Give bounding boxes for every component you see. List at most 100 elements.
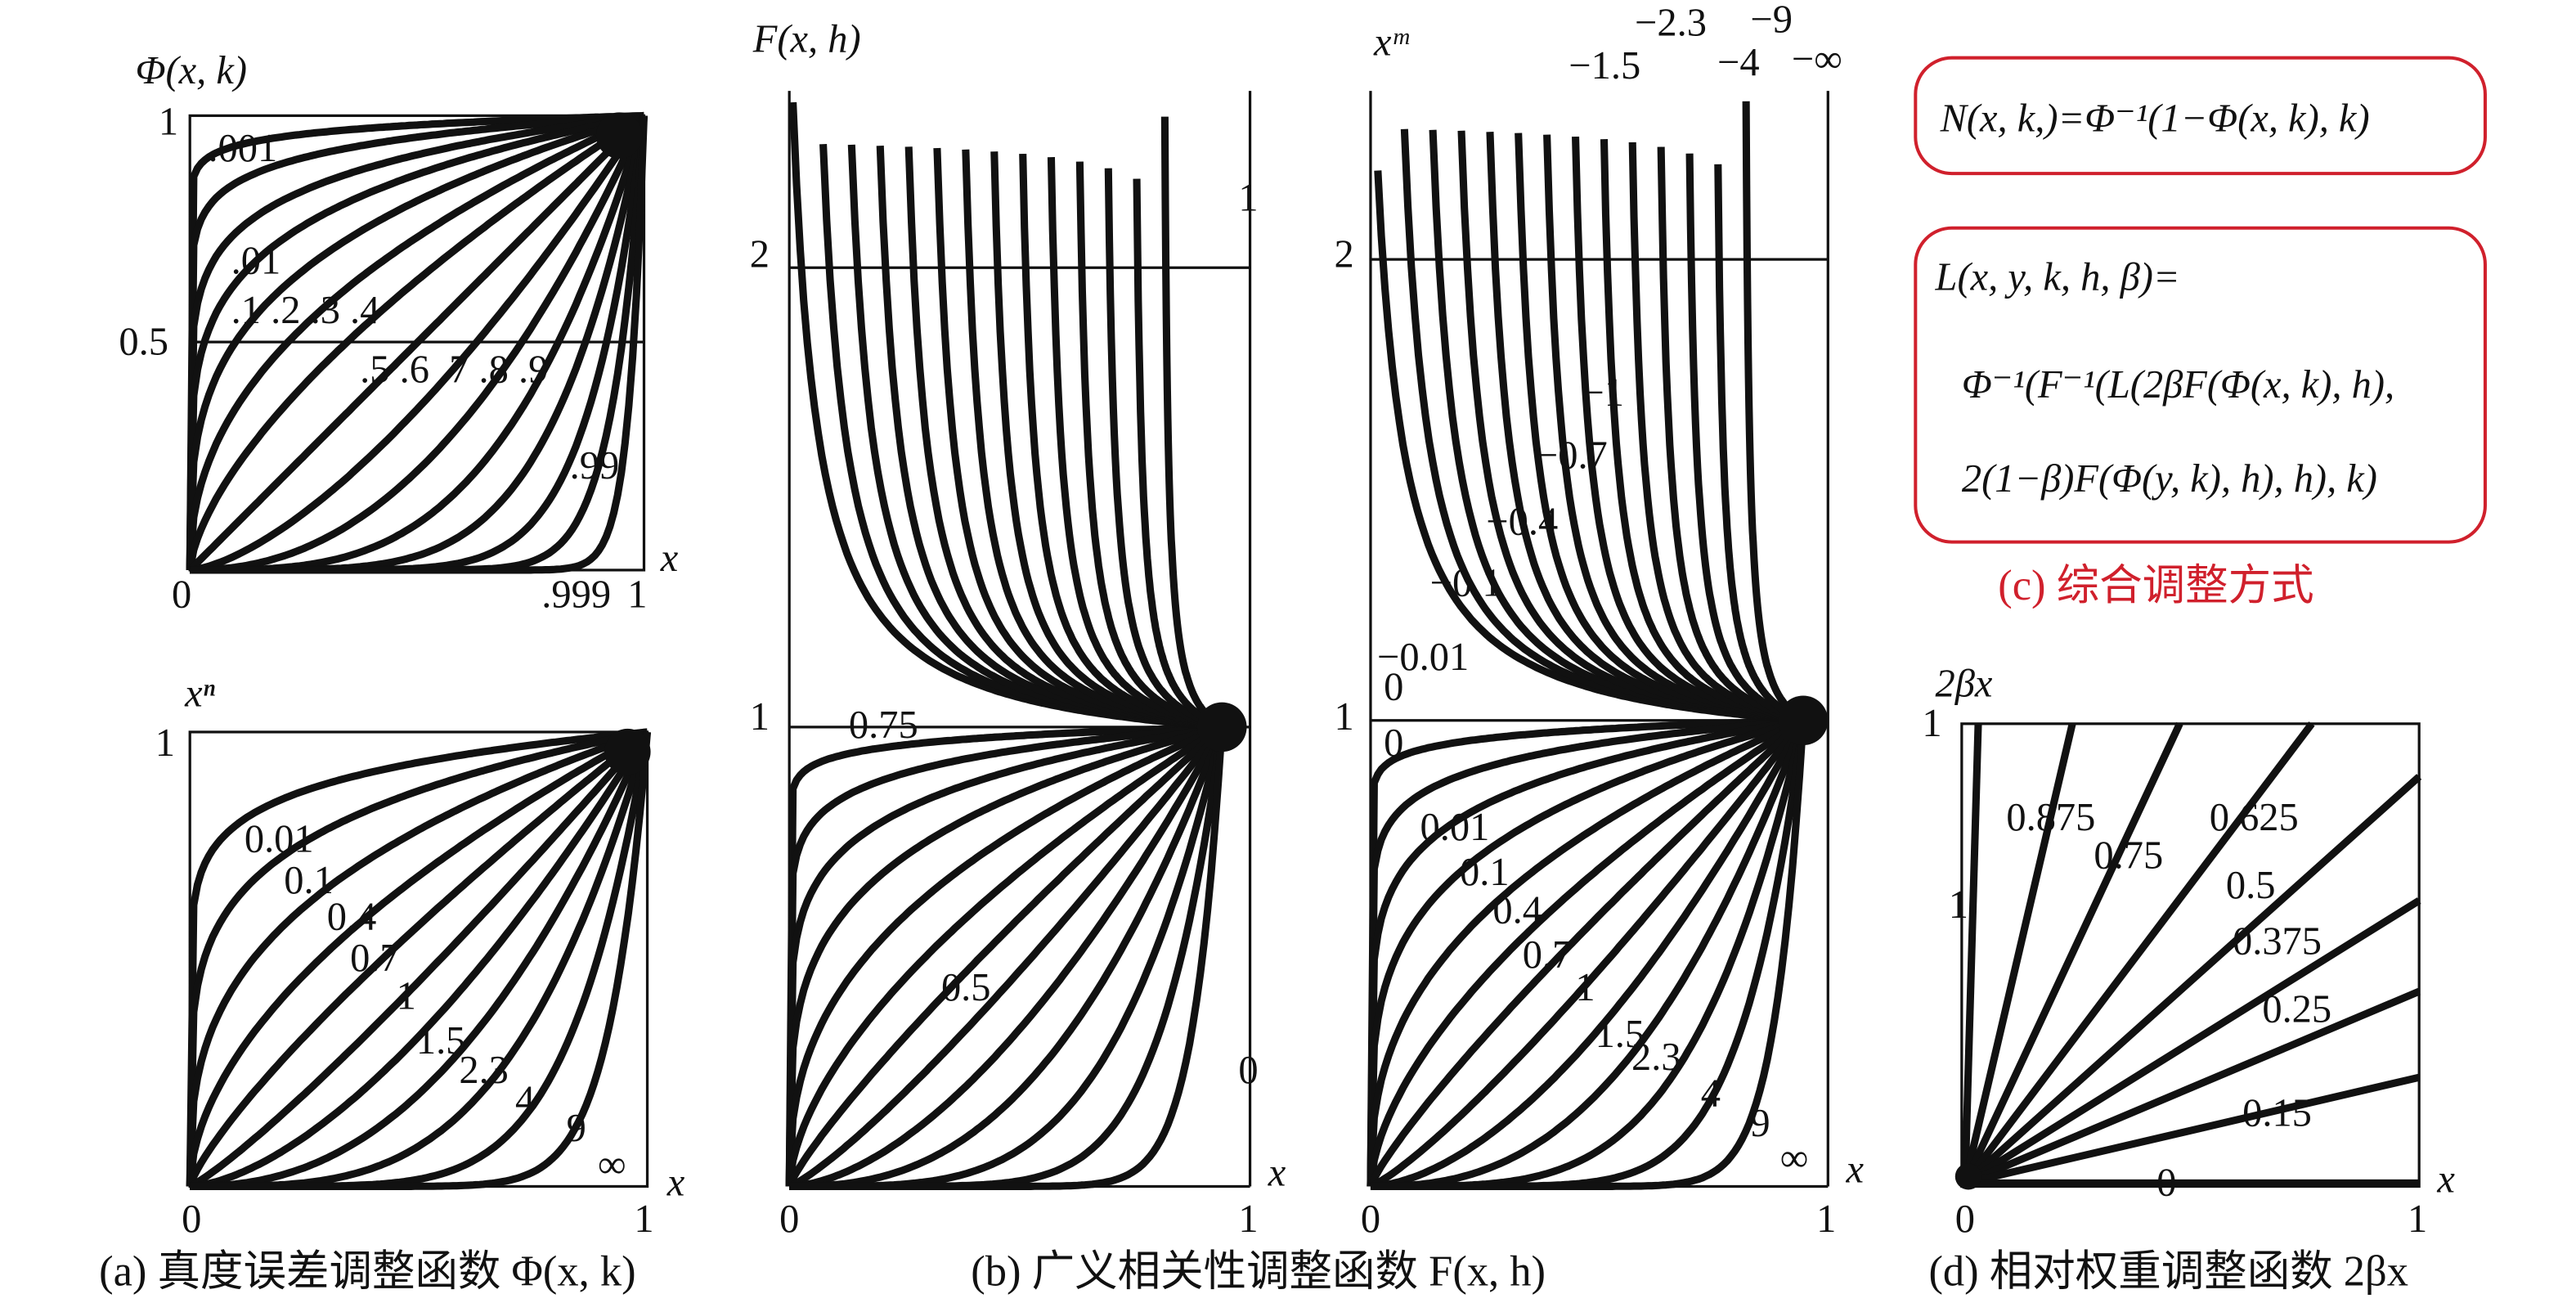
label: 2(1−β)F(Φ(y, k), h), h), k) — [1962, 457, 2377, 501]
label: 9 — [567, 1107, 586, 1150]
curve — [1370, 719, 1807, 1191]
curve — [186, 729, 650, 1188]
curve — [1370, 718, 1806, 1191]
label: 1 — [1238, 1197, 1258, 1241]
label: 0.25 — [2262, 987, 2331, 1031]
label: 4 — [1701, 1072, 1721, 1115]
label: 1 — [397, 974, 416, 1018]
label: 4 — [515, 1079, 535, 1122]
label: 0 — [182, 1197, 201, 1241]
label: 0 — [2156, 1161, 2176, 1205]
curve — [789, 726, 1226, 1191]
curve — [190, 730, 651, 1191]
label: 0.5 — [941, 966, 991, 1009]
curve — [186, 728, 648, 1187]
label: 9 — [1750, 1102, 1770, 1145]
formula-box — [1914, 56, 2487, 176]
label: −9 — [1750, 0, 1793, 41]
label: 1 — [2408, 1197, 2427, 1241]
ray — [1961, 721, 2183, 1185]
label: −∞ — [1792, 38, 1842, 81]
label: 1 — [627, 573, 647, 616]
curve — [785, 723, 1223, 1187]
axis-label: xⁿ — [184, 672, 216, 716]
label: 0 — [1384, 666, 1403, 709]
convergence-point — [595, 112, 643, 159]
curve — [186, 111, 645, 571]
curve — [785, 723, 1223, 1187]
label: −0.01 — [1377, 636, 1469, 679]
label: 0 — [1361, 1197, 1380, 1241]
label: 0.75 — [2094, 834, 2163, 878]
label: 0.875 — [2006, 796, 2095, 839]
label: 0.15 — [2242, 1092, 2312, 1135]
formula-box — [1914, 226, 2487, 544]
label: ∞ — [598, 1143, 626, 1186]
curve — [1367, 717, 1805, 1187]
label: .01 — [231, 239, 281, 282]
curve — [785, 723, 1223, 1187]
label: 1 — [1949, 883, 1968, 927]
label: −1.5 — [1568, 44, 1640, 88]
curve — [190, 115, 648, 574]
label: 1 — [155, 721, 175, 765]
ray — [1962, 774, 2422, 1186]
label: 0.4 — [1492, 888, 1542, 932]
curve — [186, 728, 648, 1187]
label: 0.1 — [1460, 851, 1510, 894]
curve — [190, 114, 648, 574]
label: 0 — [779, 1197, 799, 1241]
axis-label: 2βx — [1936, 663, 1993, 706]
ray — [1963, 897, 2421, 1187]
curve — [189, 113, 648, 574]
label: 1 — [634, 1197, 653, 1241]
label: −0.7 — [1536, 434, 1608, 478]
label: 0.1 — [284, 859, 334, 902]
curve — [785, 723, 1223, 1187]
label: L(x, y, k, h, β)= — [1935, 256, 2180, 299]
label: −0.4 — [1486, 501, 1558, 544]
axis-label: x — [1846, 1148, 1865, 1191]
curve — [789, 726, 1226, 1191]
label: 2.3 — [459, 1049, 509, 1092]
label: .5 .6 .7 .8 .9 — [360, 348, 548, 392]
convergence-point — [604, 728, 651, 775]
convergence-point — [1196, 702, 1247, 753]
curve — [186, 728, 649, 1187]
ray — [1963, 987, 2421, 1187]
label: −4 — [1717, 41, 1760, 84]
label: −2.3 — [1635, 1, 1707, 44]
curve — [1160, 116, 1226, 731]
curve — [186, 113, 647, 573]
curve — [186, 728, 649, 1187]
curve — [1742, 101, 1806, 724]
label: 0.375 — [2233, 920, 2322, 964]
axis-label: x — [660, 537, 679, 580]
curve — [1367, 717, 1806, 1188]
label: 1 — [1335, 695, 1354, 739]
label: 0.625 — [2210, 796, 2299, 839]
ray — [1961, 722, 2076, 1184]
formula: N(x, k,)=Φ⁻¹(1−Φ(x, k), k) — [1940, 97, 2370, 141]
label: 1.5 — [1595, 1013, 1645, 1056]
ray — [1963, 1073, 2421, 1187]
curve — [186, 112, 646, 571]
curve — [1367, 717, 1806, 1188]
curve — [1367, 717, 1804, 1187]
label: 1 — [1238, 177, 1258, 220]
curve — [186, 112, 645, 571]
plot-frame — [1960, 722, 2421, 1188]
axis-label: F(x, h) — [752, 18, 861, 61]
label: (b) 广义相关性调整函数 F(x, h) — [971, 1248, 1546, 1296]
label: (d) 相对权重调整函数 2βx — [1928, 1248, 2408, 1296]
curve — [190, 730, 651, 1191]
label: .99 — [570, 444, 620, 488]
label: 0.7 — [350, 937, 400, 980]
caption: (c) 综合调整方式 — [1998, 562, 2313, 609]
label: (a) 真度误差调整函数 Φ(x, k) — [99, 1248, 635, 1296]
label: 1.5 — [416, 1019, 466, 1063]
curve — [786, 724, 1225, 1188]
convergence-point — [1778, 695, 1829, 746]
axis-label: xᵐ — [1373, 21, 1410, 65]
curve — [186, 111, 645, 571]
